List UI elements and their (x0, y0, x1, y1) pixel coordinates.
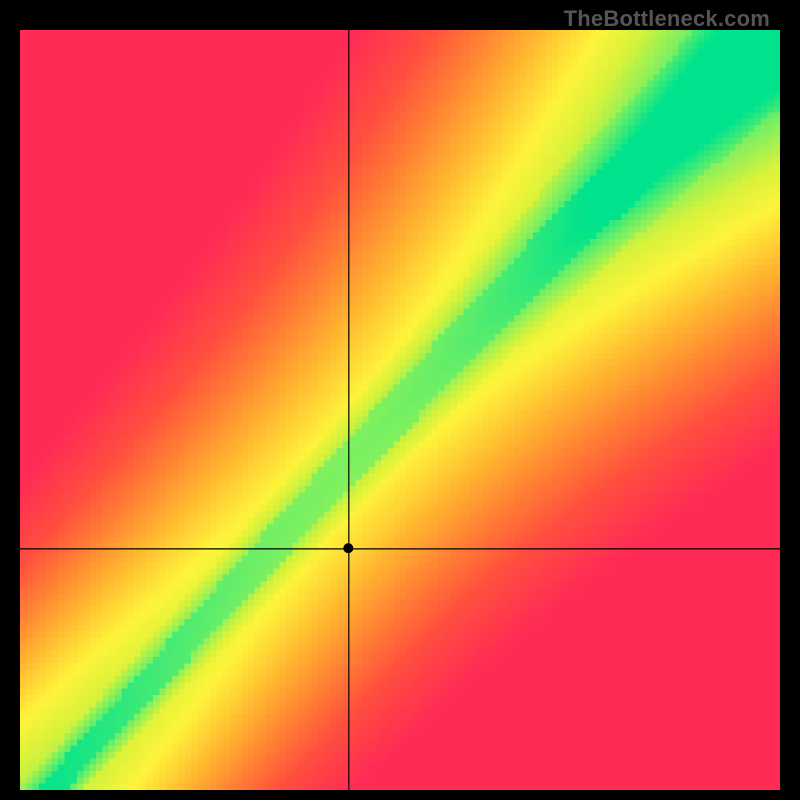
crosshair-overlay (20, 30, 780, 790)
watermark-text: TheBottleneck.com (564, 6, 770, 32)
